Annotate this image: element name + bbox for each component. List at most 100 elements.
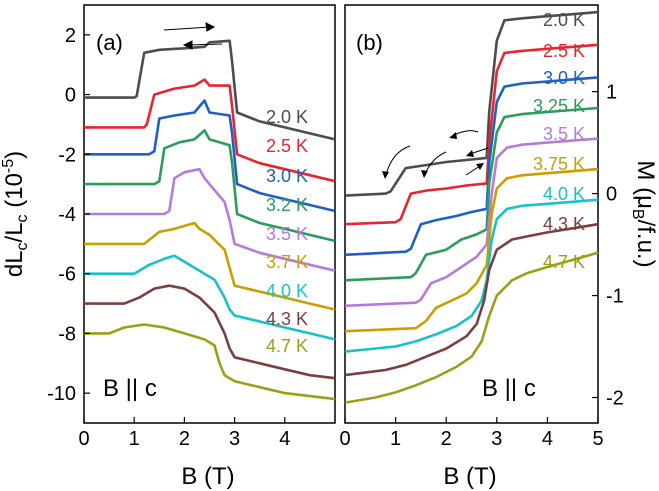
series-line-3-25-K (344, 106, 599, 282)
panel-a: 2 0 -2 -4 -6 -8 -10 0 1 2 3 4 2.0 K 2.5 K 3.0 K 3.2 K… (0, 4, 336, 490)
series-line-3-5-K (344, 137, 599, 308)
y-tick-label: -6 (58, 264, 76, 286)
panel-a-x-ticks: 0 1 2 3 4 (78, 417, 290, 450)
arrow-right-head (205, 22, 216, 32)
arrow-right (163, 26, 211, 31)
panel-b-x-ticks: 0 1 2 3 4 5 (339, 417, 604, 450)
series-line-3-5-K (84, 167, 336, 272)
x-tick-label: 4 (279, 428, 290, 450)
panel-a-x-axis-label: B (T) (181, 463, 234, 490)
panel-b: 1 0 -1 -2 0 1 2 3 4 5 2.0 K 2.5 K 3.0 K 3.25 K 3.5 K… (339, 4, 659, 490)
x-tick-label: 0 (339, 428, 350, 450)
y-label-sub1: c (14, 242, 31, 250)
y-tick-label: -10 (47, 383, 76, 405)
series-line-2-0-K (344, 10, 599, 197)
series-line-3-75-K (344, 167, 599, 333)
x-tick-label: 1 (390, 428, 401, 450)
x-tick-label: 0 (78, 428, 89, 450)
series-label: 3.25 K (533, 96, 585, 116)
series-label: 4.7 K (266, 336, 308, 356)
series-label: 3.5 K (543, 124, 585, 144)
series-line-3-0-K (84, 99, 336, 213)
arrow-curve-3 (469, 147, 489, 155)
panel-b-series (344, 10, 599, 404)
arrow-head-3 (466, 150, 474, 157)
series-label: 3.0 K (266, 166, 308, 186)
series-label: 4.3 K (543, 214, 585, 234)
arrow-head-5 (449, 132, 457, 139)
panel-a-annotation: B || c (103, 375, 157, 402)
y-tick-label: -2 (606, 388, 624, 410)
m-label-close: /f.u.) (632, 220, 659, 268)
series-label: 4.0 K (543, 184, 585, 204)
series-label: 4.7 K (543, 252, 585, 272)
panel-a-y-ticks: 2 0 -2 -4 -6 -8 -10 (47, 25, 90, 405)
series-line-2-0-K (84, 39, 336, 141)
x-tick-label: 2 (179, 428, 190, 450)
panel-b-annotation: B || c (482, 375, 536, 402)
m-label-main: M (μ (632, 160, 659, 208)
y-tick-label: -8 (58, 323, 76, 345)
y-tick-label: 1 (606, 82, 617, 104)
series-label: 3.0 K (543, 68, 585, 88)
arrow-curve-4 (465, 165, 481, 176)
panel-a-series-labels: 2.0 K 2.5 K 3.0 K 3.2 K 3.5 K 3.7 K 4.0 K 4.3 K… (266, 107, 308, 356)
series-label: 4.3 K (266, 309, 308, 329)
y-label-mid: /L (1, 222, 28, 242)
series-label: 2.5 K (266, 136, 308, 156)
panel-b-series-labels: 2.0 K 2.5 K 3.0 K 3.25 K 3.5 K 3.75 K 4.0 K 4.3… (533, 10, 585, 272)
series-line-4-7-K (344, 251, 599, 404)
series-label: 2.5 K (543, 41, 585, 61)
y-tick-label: -2 (58, 144, 76, 166)
panel-b-x-axis-label: B (T) (443, 463, 496, 490)
panel-b-y-axis-label: M (μB/f.u.) (629, 160, 659, 267)
panel-a-arrows (163, 22, 223, 50)
series-line-4-3-K (344, 222, 599, 377)
arrow-head-1 (382, 171, 389, 179)
series-label: 3.5 K (266, 224, 308, 244)
arrow-left-head (182, 40, 193, 50)
series-line-3-75-K (84, 221, 336, 311)
series-line-4-0-K (84, 254, 336, 341)
y-label-main: dL (1, 250, 28, 277)
x-tick-label: 2 (441, 428, 452, 450)
y-tick-label: 2 (65, 25, 76, 47)
series-line-3-25-K (84, 129, 336, 243)
series-line-4-7-K (84, 323, 336, 401)
series-label: 2.0 K (543, 10, 585, 30)
x-tick-label: 3 (491, 428, 502, 450)
y-tick-label: -4 (58, 204, 76, 226)
y-label-exp: -5 (0, 159, 17, 173)
series-label: 4.0 K (266, 281, 308, 301)
m-label-sub: B (629, 209, 646, 220)
panel-b-arrow-heads (382, 132, 484, 179)
panel-b-label: (b) (356, 30, 383, 55)
series-label: 2.0 K (266, 107, 308, 127)
panel-a-label: (a) (96, 30, 123, 55)
arrow-head-4 (476, 163, 484, 170)
series-label: 3.75 K (533, 154, 585, 174)
y-label-unit: (10 (1, 173, 28, 214)
y-tick-label: 0 (606, 184, 617, 206)
panel-b-frame (344, 4, 599, 424)
panel-a-y-axis-label: dLc/Lc (10-5) (0, 151, 31, 277)
series-label: 3.7 K (266, 252, 308, 272)
x-tick-label: 3 (229, 428, 240, 450)
arrow-left (187, 43, 223, 46)
series-line-2-5-K (84, 78, 336, 183)
y-tick-label: 0 (65, 85, 76, 107)
arrow-curve-1 (385, 145, 411, 176)
x-tick-label: 4 (542, 428, 553, 450)
series-line-4-3-K (84, 284, 336, 380)
series-line-2-5-K (344, 43, 599, 226)
y-label-close: ) (1, 151, 28, 159)
series-label: 3.2 K (266, 195, 308, 215)
x-tick-label: 1 (129, 428, 140, 450)
x-tick-label: 5 (592, 428, 603, 450)
panel-b-y-ticks: 1 0 -1 -2 (592, 82, 624, 410)
y-label-sub2: c (14, 214, 31, 222)
arrow-head-2 (421, 170, 428, 178)
y-tick-label: -1 (606, 286, 624, 308)
panel-a-series (84, 39, 336, 401)
